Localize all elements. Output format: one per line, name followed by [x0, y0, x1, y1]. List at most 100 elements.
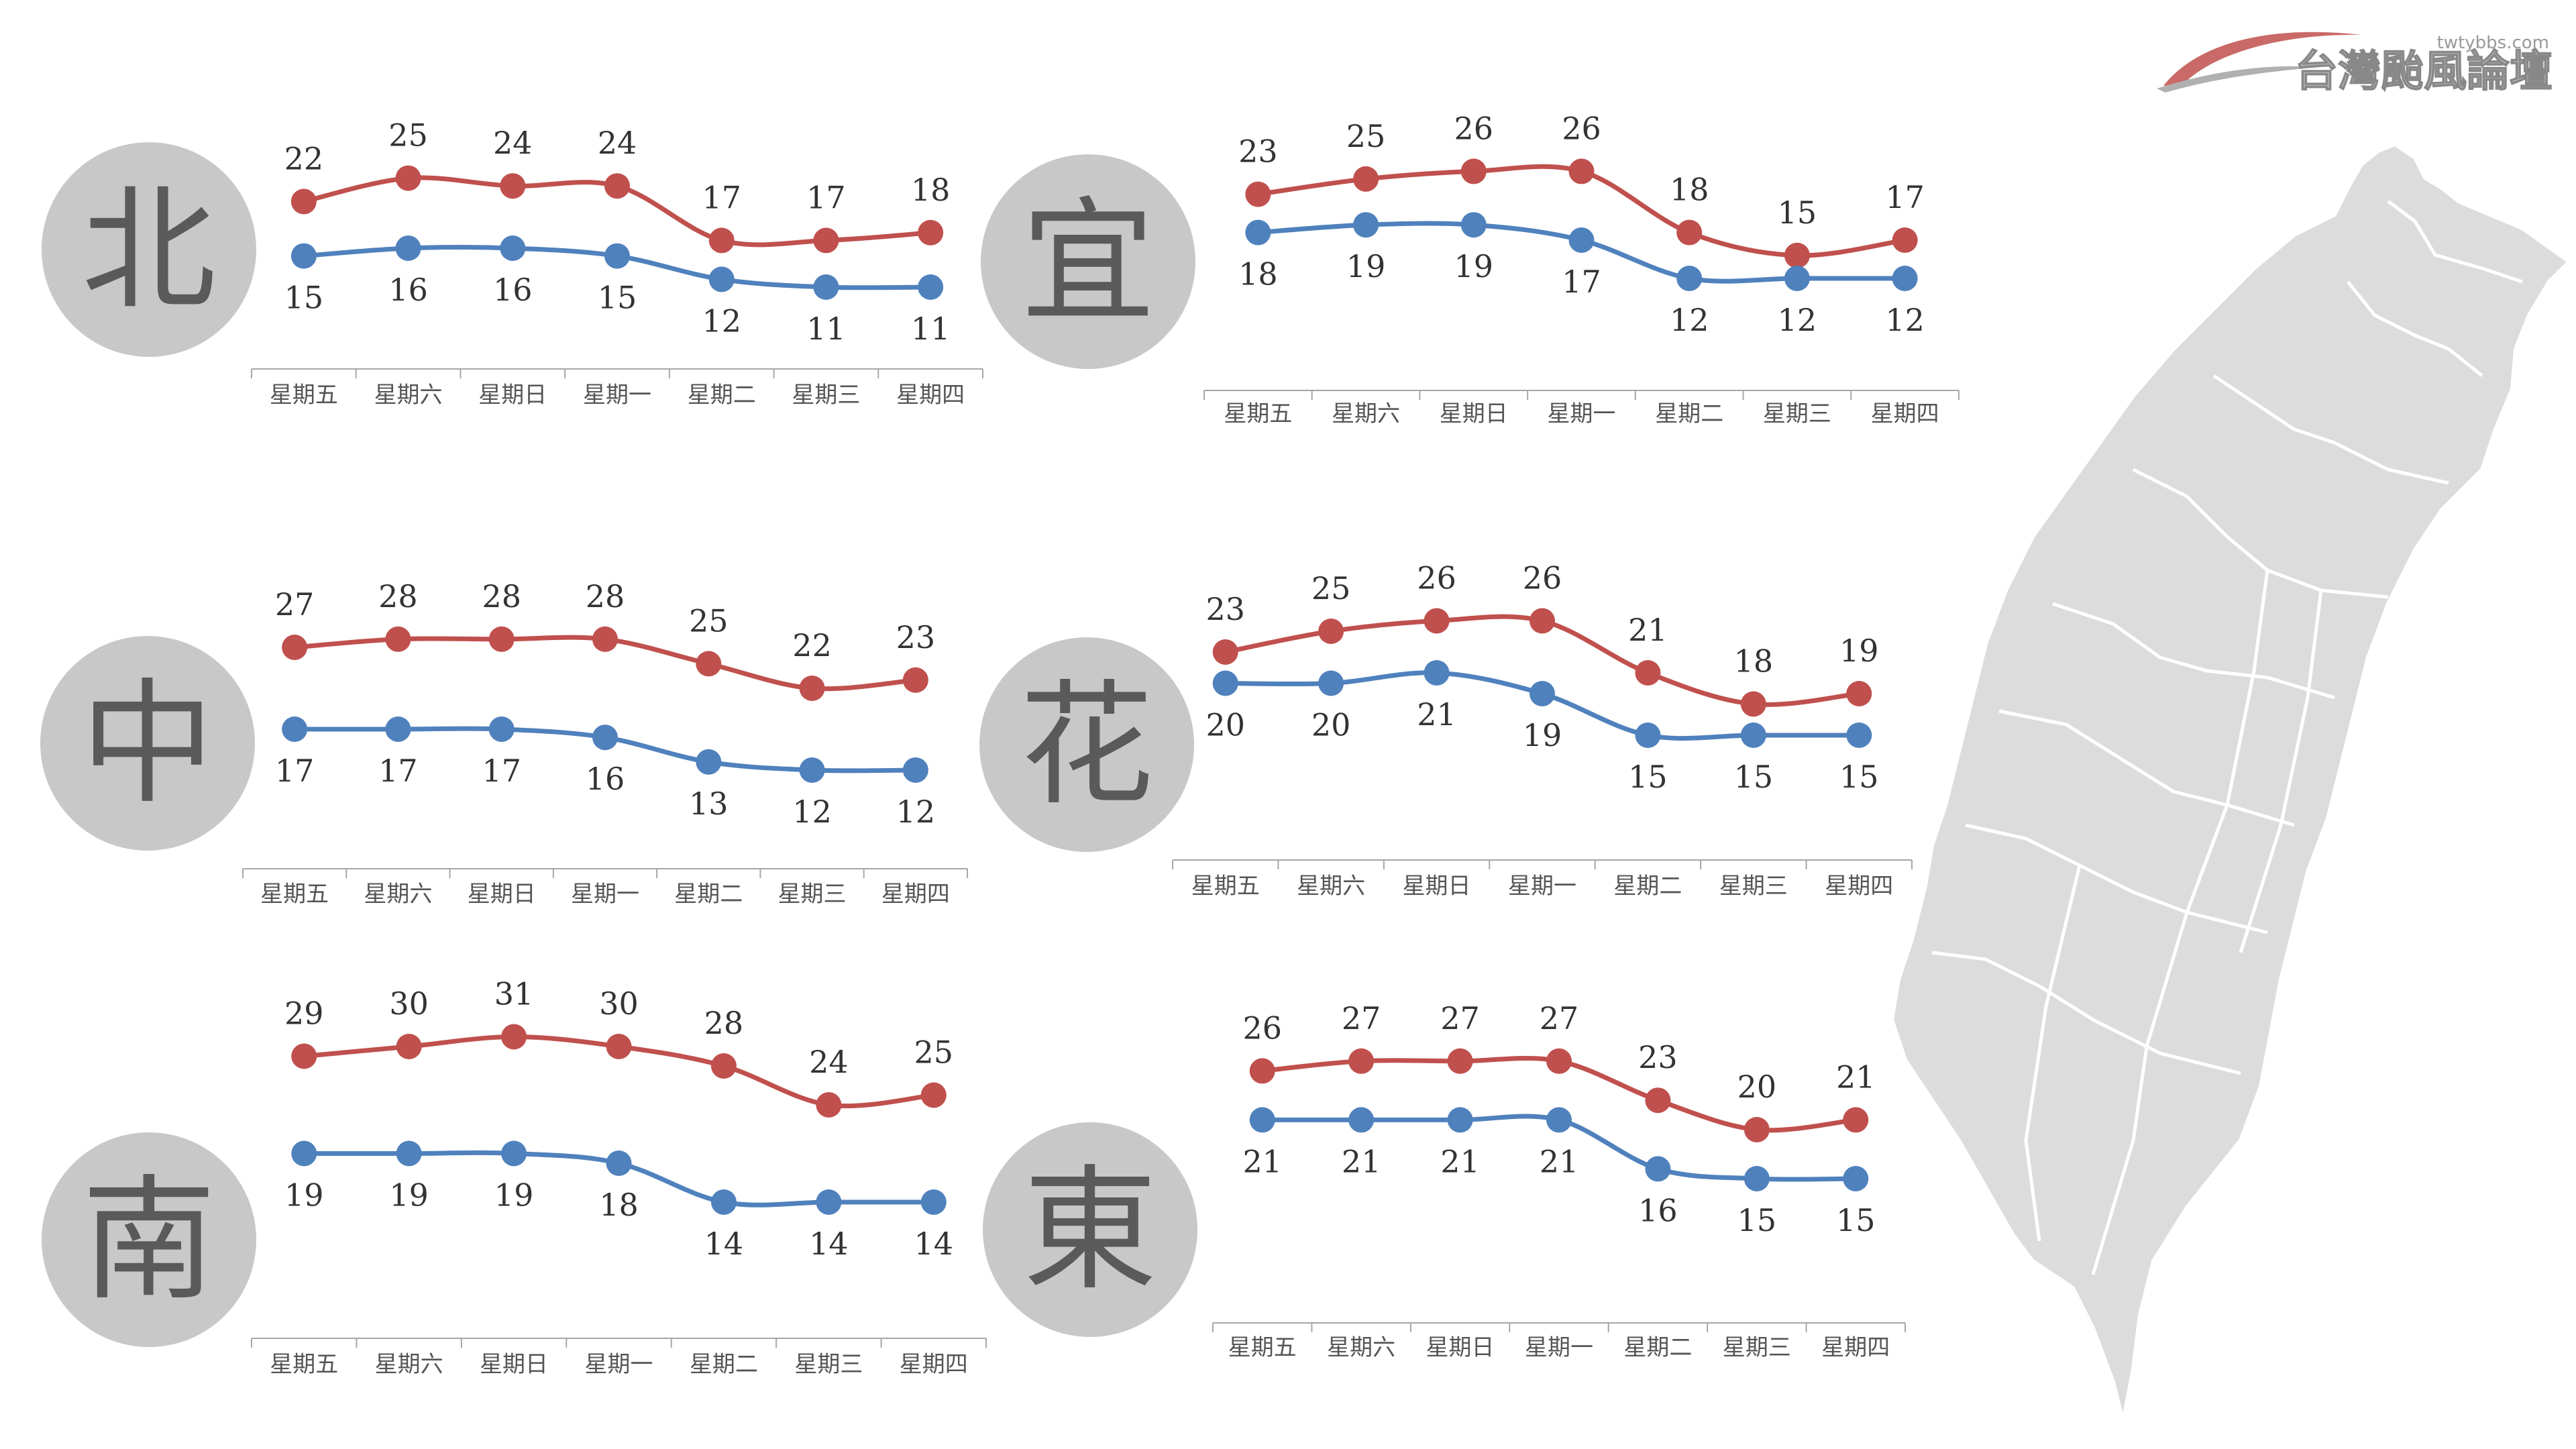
logo-name: 台灣颱風論壇 [2295, 47, 2553, 97]
data-label-low: 21 [1342, 1143, 1381, 1179]
data-point-high [1743, 1117, 1770, 1142]
x-tick-label: 星期一 [571, 881, 639, 908]
data-point-high [606, 1034, 632, 1059]
x-tick-label: 星期一 [585, 1351, 653, 1378]
data-point-low [501, 1140, 527, 1167]
data-label-high: 19 [1839, 633, 1879, 669]
data-label-low: 16 [586, 761, 625, 797]
data-label-high: 18 [1670, 172, 1709, 208]
x-tick-label: 星期二 [690, 1351, 758, 1378]
data-label-low: 16 [1638, 1192, 1678, 1228]
data-point-low [604, 243, 630, 269]
x-tick-label: 星期六 [375, 1351, 443, 1378]
data-label-high: 17 [806, 179, 846, 215]
data-label-low: 12 [896, 794, 936, 830]
x-tick-label: 星期五 [260, 881, 329, 908]
data-point-low [1743, 1166, 1770, 1191]
data-label-high: 24 [493, 125, 533, 161]
x-tick-label: 星期四 [1821, 1334, 1890, 1361]
data-point-low [395, 235, 421, 261]
data-label-high: 27 [1540, 1000, 1579, 1036]
data-label-high: 18 [911, 172, 951, 208]
data-label-low: 17 [378, 753, 418, 789]
x-tick-label: 星期三 [778, 881, 847, 908]
x-tick-label: 星期五 [1228, 1334, 1297, 1361]
data-point-high [488, 626, 515, 652]
forecast-chart: 星期五 星期六 星期日 星期一 星期二 星期三 星期四 23 25 26 26 21 18 19 20 20 2… [1172, 560, 1913, 900]
data-label-low: 13 [689, 786, 729, 822]
data-point-high [1318, 619, 1344, 644]
data-label-low: 20 [1205, 707, 1245, 743]
data-label-high: 28 [378, 578, 418, 614]
region-badge: 中 [40, 636, 255, 851]
data-point-low [500, 235, 526, 261]
x-tick-label: 星期一 [583, 382, 651, 409]
data-label-low: 21 [1540, 1143, 1579, 1179]
data-label-high: 21 [1628, 612, 1668, 648]
data-point-low [1784, 266, 1810, 291]
x-tick-label: 星期三 [1719, 873, 1788, 900]
forecast-chart: 星期五 星期六 星期日 星期一 星期二 星期三 星期四 27 28 28 28 25 22 23 17 17 1… [242, 578, 968, 908]
data-label-high: 26 [1242, 1010, 1282, 1046]
data-point-high [385, 626, 411, 652]
data-label-high: 26 [1523, 560, 1562, 596]
data-label-low: 11 [911, 311, 951, 347]
data-label-low: 19 [1346, 248, 1386, 284]
data-label-high: 22 [792, 627, 832, 663]
data-point-low [799, 757, 825, 783]
data-point-high [291, 1043, 317, 1069]
x-tick-label: 星期五 [1191, 873, 1260, 900]
x-tick-label: 星期二 [688, 382, 756, 409]
data-label-high: 23 [1238, 133, 1278, 170]
region-badge-circle [42, 142, 256, 357]
data-point-low [1645, 1156, 1671, 1182]
data-point-low [918, 274, 944, 300]
data-point-high [696, 651, 722, 677]
data-point-low [1212, 670, 1238, 696]
x-tick-label: 星期一 [1508, 873, 1576, 900]
data-label-low: 15 [1839, 759, 1879, 795]
data-label-high: 21 [1836, 1059, 1876, 1095]
x-tick-label: 星期日 [480, 1351, 548, 1378]
data-point-high [710, 1053, 737, 1079]
region-badge-letter: 東 [1023, 1152, 1157, 1309]
region-badge-letter: 北 [82, 172, 216, 329]
data-point-high [1740, 691, 1766, 717]
data-label-high: 24 [598, 125, 637, 161]
data-label-high: 27 [1342, 1000, 1381, 1036]
site-logo: twtybbs.com 台灣颱風論壇 [2157, 32, 2553, 97]
data-point-high [1784, 242, 1810, 268]
data-point-low [1529, 681, 1555, 706]
region-badge: 東 [983, 1122, 1197, 1337]
data-point-high [799, 676, 825, 701]
data-point-high [816, 1092, 842, 1118]
data-point-low [1635, 722, 1661, 748]
data-point-low [592, 724, 618, 751]
data-point-low [902, 757, 928, 783]
data-label-low: 15 [1734, 759, 1774, 795]
x-tick-label: 星期六 [374, 382, 443, 409]
data-point-high [708, 227, 735, 254]
data-label-high: 30 [389, 985, 429, 1022]
data-label-low: 19 [389, 1177, 429, 1214]
x-tick-label: 星期二 [674, 881, 743, 908]
data-point-low [813, 274, 839, 300]
data-point-high [396, 1034, 422, 1059]
data-label-high: 27 [1440, 1000, 1480, 1036]
data-point-low [1843, 1166, 1869, 1191]
x-tick-label: 星期二 [1655, 400, 1723, 427]
data-label-low: 12 [792, 794, 832, 830]
data-label-low: 19 [1454, 248, 1494, 284]
data-point-low [1546, 1107, 1572, 1133]
data-label-high: 22 [284, 140, 324, 176]
x-tick-label: 星期五 [270, 1351, 338, 1378]
x-tick-label: 星期日 [478, 382, 547, 409]
x-tick-label: 星期四 [1825, 873, 1893, 900]
data-label-low: 16 [493, 272, 533, 308]
data-point-high [1424, 608, 1450, 634]
x-tick-label: 星期日 [1426, 1334, 1495, 1361]
data-label-high: 20 [1737, 1069, 1777, 1105]
x-tick-label: 星期日 [468, 881, 536, 908]
x-tick-label: 星期四 [896, 382, 965, 409]
